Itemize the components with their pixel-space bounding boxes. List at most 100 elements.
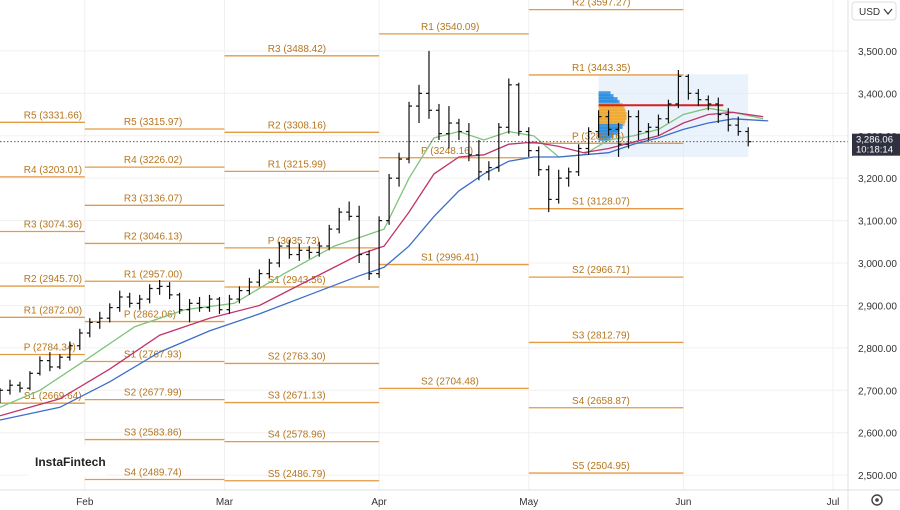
candle (296, 243, 303, 261)
candle (286, 239, 293, 259)
candle (346, 201, 353, 221)
pivot-label: S3 (2583.86) (124, 428, 182, 439)
pivot-label: S1 (2767.93) (124, 349, 182, 360)
candle (216, 296, 223, 314)
candle (515, 82, 522, 136)
price-tag-timer: 10:18:14 (856, 145, 893, 156)
candle (6, 379, 13, 395)
candle (16, 381, 23, 393)
y-tick-label: 2,900.00 (858, 301, 897, 312)
pivot-label: S1 (2996.41) (421, 253, 479, 264)
candle (136, 294, 143, 310)
candle (525, 127, 532, 157)
y-tick-label: 2,700.00 (858, 386, 897, 397)
candle (166, 282, 173, 300)
candle (116, 290, 123, 312)
pivot-label: R3 (3488.42) (268, 44, 326, 55)
pivot-label: S5 (2504.95) (572, 461, 630, 472)
y-tick-label: 2,600.00 (858, 429, 897, 440)
candle (376, 216, 383, 278)
candle (505, 78, 512, 134)
candle (605, 110, 612, 136)
pivot-label: S4 (2578.96) (268, 430, 326, 441)
candle (106, 303, 113, 323)
candle (745, 127, 752, 147)
pivot-label: S3 (2812.79) (572, 330, 630, 341)
candle (256, 269, 263, 287)
candle (465, 123, 472, 162)
pivot-label: R3 (3136.07) (124, 193, 182, 204)
profile-bar (598, 91, 611, 97)
candle (545, 165, 552, 213)
candle (445, 106, 452, 149)
candle (226, 294, 233, 314)
pivot-label: S2 (2966.71) (572, 265, 630, 276)
candle (276, 241, 283, 268)
candle (156, 280, 163, 295)
candle (26, 371, 33, 391)
candle (475, 140, 482, 181)
candle (306, 246, 313, 259)
pivot-label: R4 (3203.01) (24, 165, 82, 176)
profile-bar (598, 132, 614, 138)
candle (615, 123, 622, 157)
pivot-label: S2 (2763.30) (268, 351, 326, 362)
candle (495, 123, 502, 172)
candle (735, 116, 742, 136)
candle (455, 118, 462, 140)
x-tick-label: May (519, 497, 538, 508)
currency-button[interactable]: USD (851, 1, 897, 21)
y-tick-label: 3,200.00 (858, 174, 897, 185)
pivot-label: P (3248.16) (421, 146, 473, 157)
candle (0, 388, 3, 404)
pivot-label: P (2862.06) (124, 310, 176, 321)
candle (196, 296, 203, 312)
candles (0, 50, 752, 404)
candle (316, 241, 323, 257)
candle (96, 311, 103, 329)
pivot-label: S4 (2489.74) (124, 468, 182, 479)
candle (386, 173, 393, 225)
candle (625, 110, 632, 149)
candle (635, 110, 642, 140)
candle (425, 50, 432, 119)
candle (685, 74, 692, 100)
pivot-label: S1 (2943.56) (268, 275, 326, 286)
candle (416, 84, 423, 124)
candle (236, 286, 243, 304)
candle (655, 114, 662, 136)
profile-bar (598, 94, 614, 100)
grid-layer (0, 0, 848, 490)
candle (66, 341, 73, 361)
candle (126, 292, 133, 308)
pivot-levels: R5 (3331.66) R4 (3203.01) R3 (3074.36) R2 (… (0, 0, 684, 482)
x-tick-label: Feb (76, 497, 94, 508)
profile-bar (598, 109, 626, 115)
candle (36, 356, 43, 376)
y-tick-label: 3,000.00 (858, 259, 897, 270)
x-tick-label: Jul (827, 497, 840, 508)
pivot-label: R1 (3215.99) (268, 159, 326, 170)
x-tick-label: Mar (216, 497, 234, 508)
pivot-label: S2 (2704.48) (421, 376, 479, 387)
profile-bar (598, 117, 626, 123)
candle (695, 89, 702, 107)
pivot-label: R4 (3226.02) (124, 155, 182, 166)
currency-label: USD (859, 7, 880, 18)
profile-bar (598, 106, 625, 112)
price-tag-value: 3,286.06 (856, 135, 893, 146)
candle (645, 123, 652, 140)
profile-bar (598, 100, 620, 106)
pivot-label: R2 (3597.27) (572, 0, 630, 9)
profile-bar (598, 120, 625, 126)
pivot-label: R1 (3443.35) (572, 63, 630, 74)
candle (366, 250, 373, 280)
pivot-label: R2 (3046.13) (124, 231, 182, 242)
pivot-label: R1 (3540.09) (421, 22, 479, 33)
candle (46, 352, 53, 372)
gear-icon[interactable] (871, 494, 883, 506)
x-tick-label: Jun (675, 497, 691, 508)
candle (585, 127, 592, 155)
